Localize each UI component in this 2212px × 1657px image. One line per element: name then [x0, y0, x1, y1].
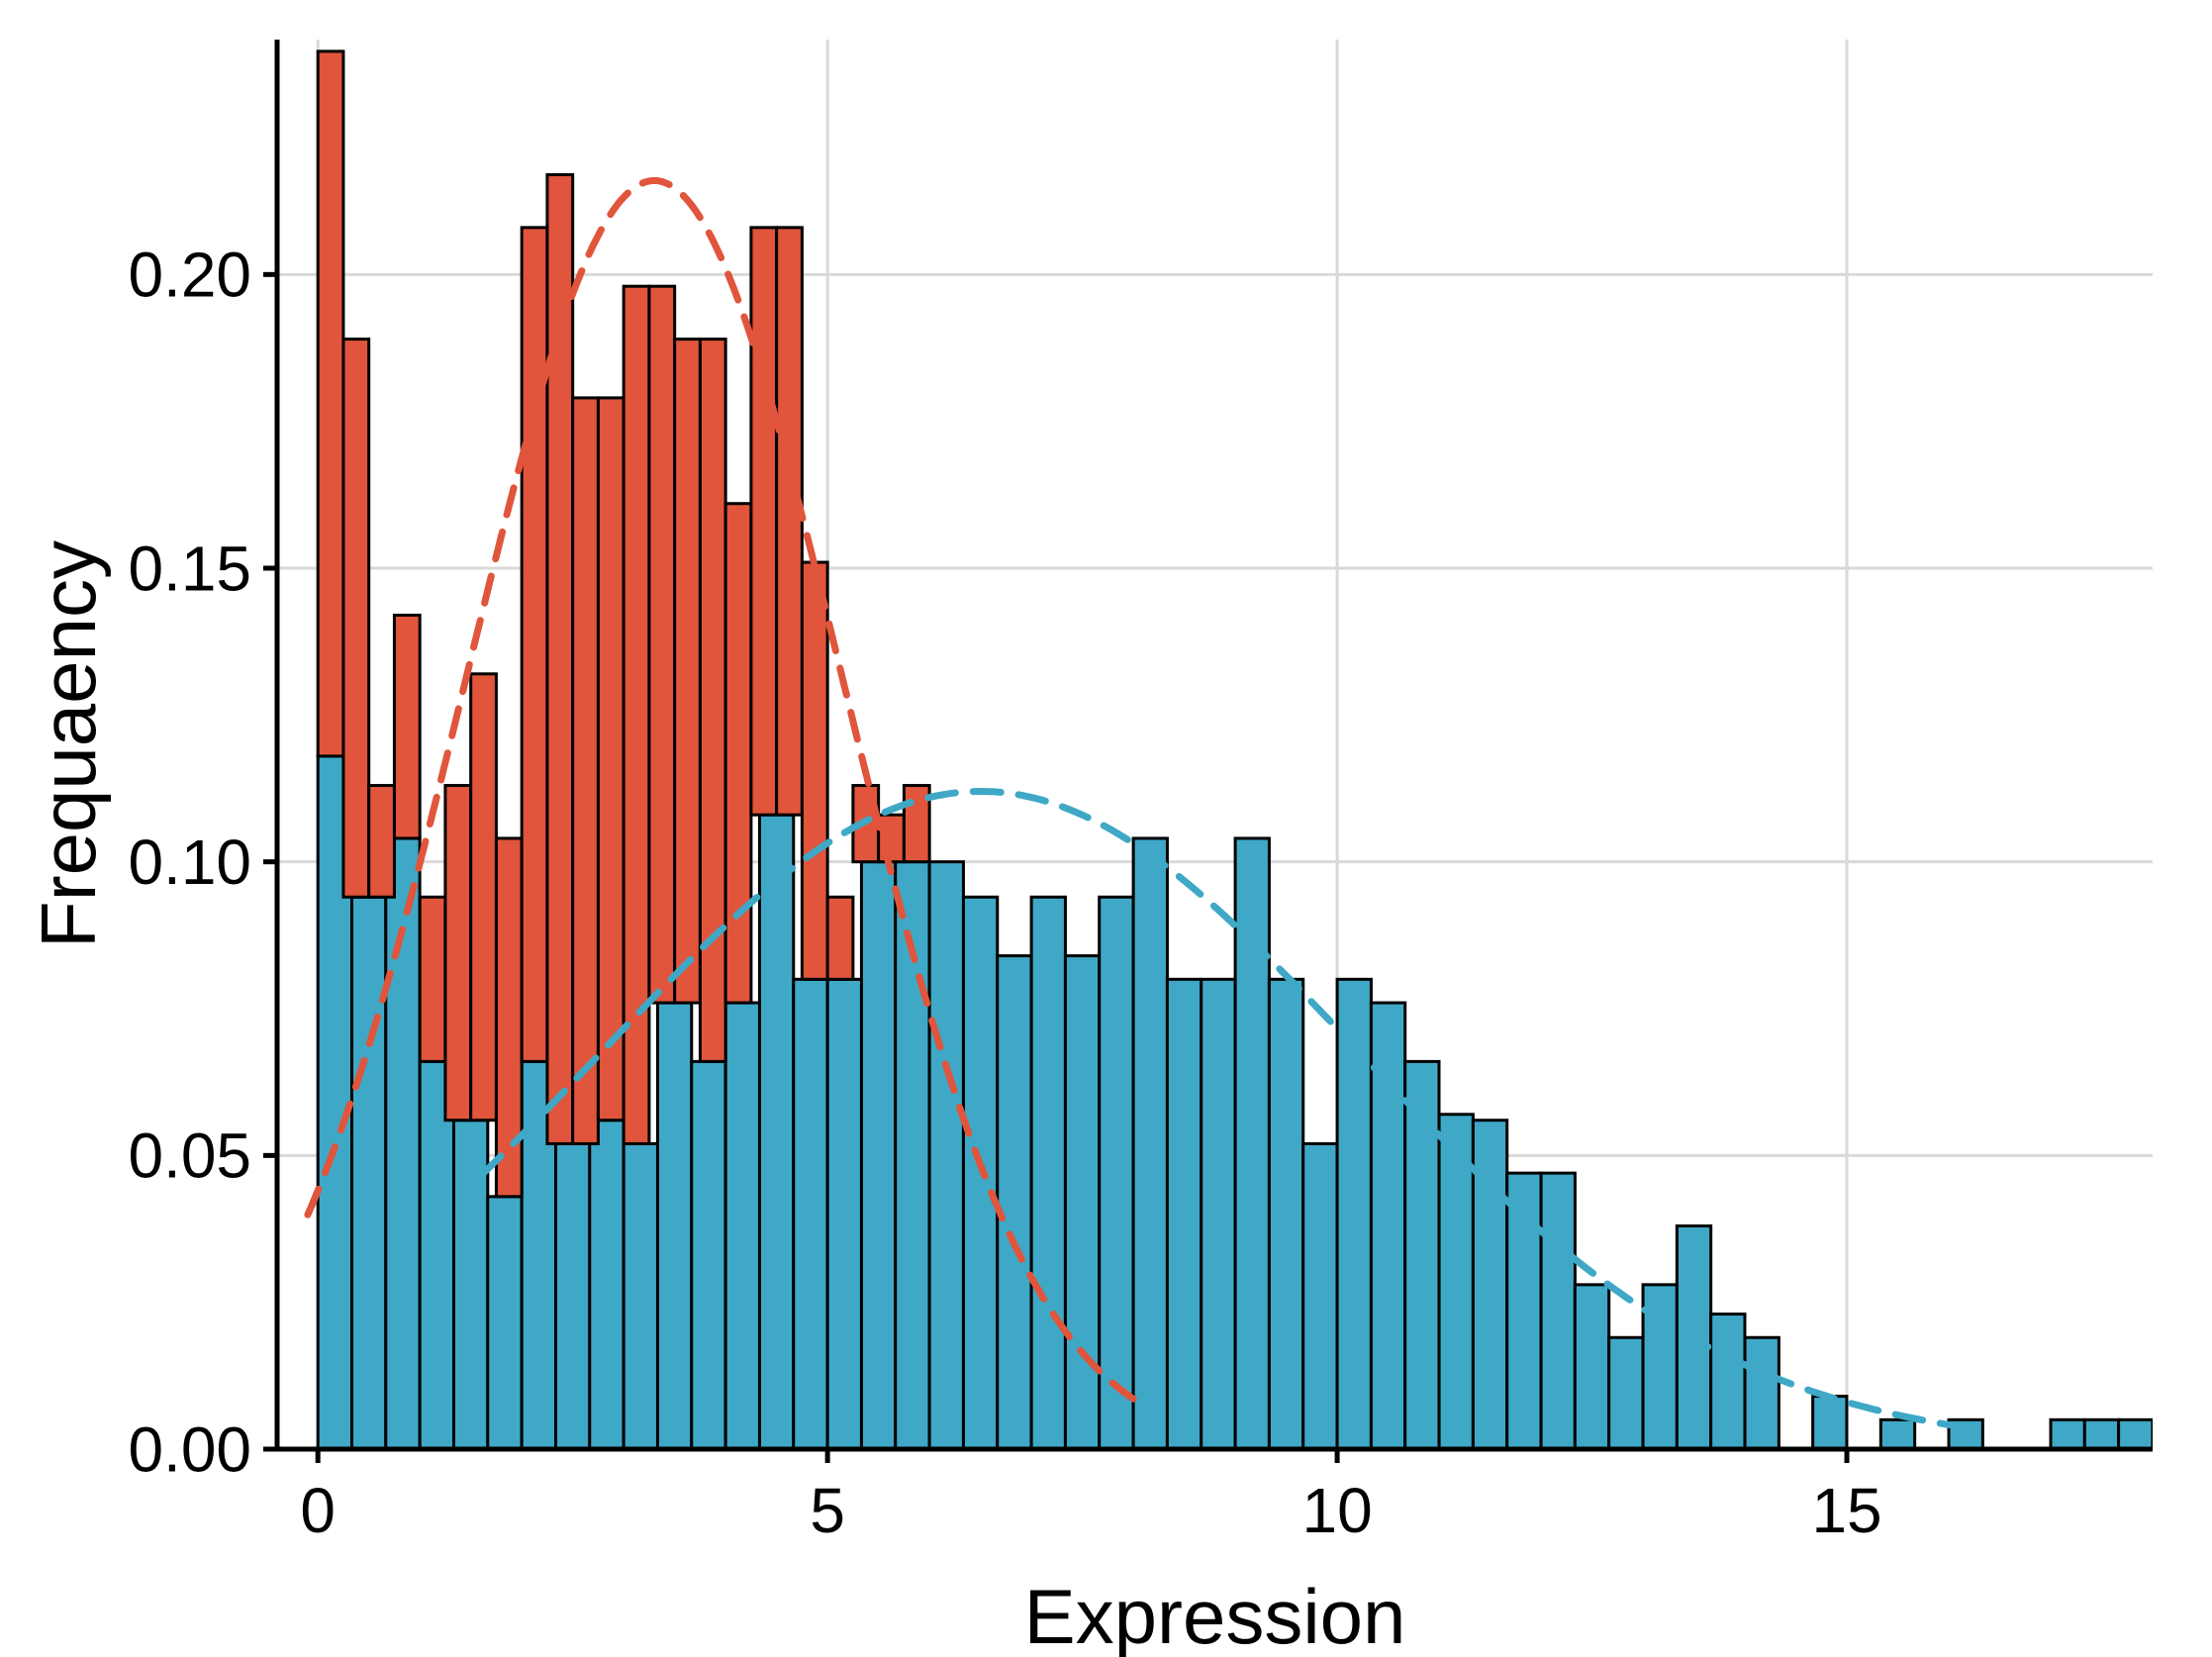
x-axis-label: Expression [1024, 1573, 1406, 1657]
y-tick-label: 0.20 [128, 240, 251, 311]
x-tick-label: 10 [1301, 1475, 1372, 1546]
y-tick-label: 0.15 [128, 533, 251, 604]
x-tick-label: 15 [1811, 1475, 1881, 1546]
x-tick-label: 5 [810, 1475, 845, 1546]
chart-svg: 0 5 10 15 0.00 0.05 0.10 0.15 0.20 Expression Freq… [0, 0, 2212, 1657]
y-axis-label: Frequaency [25, 540, 112, 948]
x-tick-label: 0 [300, 1475, 336, 1546]
y-tick-label: 0.00 [128, 1413, 251, 1485]
y-tick-label: 0.10 [128, 827, 251, 898]
y-tick-label: 0.05 [128, 1121, 251, 1192]
histogram-chart: 0 5 10 15 0.00 0.05 0.10 0.15 0.20 Expression Freq… [0, 0, 2212, 1657]
